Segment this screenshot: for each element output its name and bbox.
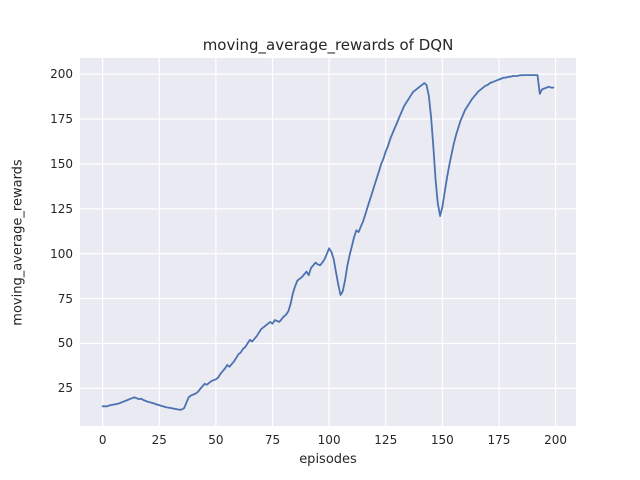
x-tick-label: 0 xyxy=(98,433,107,447)
x-tick-label: 175 xyxy=(487,433,511,447)
y-tick-label: 25 xyxy=(57,381,73,396)
series-line-moving_average_rewards xyxy=(101,74,555,411)
y-tick-label: 175 xyxy=(50,112,73,127)
x-tick-label: 50 xyxy=(208,433,224,447)
y-tick-label: 200 xyxy=(50,67,73,82)
y-tick-label: 50 xyxy=(57,336,73,351)
y-tick-label: 100 xyxy=(50,246,73,261)
y-tick-label: 150 xyxy=(50,156,73,171)
y-tick-label: 75 xyxy=(57,291,73,306)
plot-background xyxy=(80,58,576,426)
y-tick-label: 125 xyxy=(50,201,73,216)
x-tick-label: 200 xyxy=(544,433,568,447)
y-axis-label: moving_average_rewards xyxy=(10,159,26,326)
x-tick-label: 75 xyxy=(264,433,281,447)
x-tick-label: 150 xyxy=(430,433,454,447)
x-tick-label: 100 xyxy=(317,433,341,447)
plot-area xyxy=(80,58,576,426)
x-axis-label: episodes xyxy=(299,452,357,467)
chart-title: moving_average_rewards of DQN xyxy=(202,36,454,54)
x-tick-label: 25 xyxy=(151,433,167,447)
x-tick-label: 125 xyxy=(374,433,398,447)
